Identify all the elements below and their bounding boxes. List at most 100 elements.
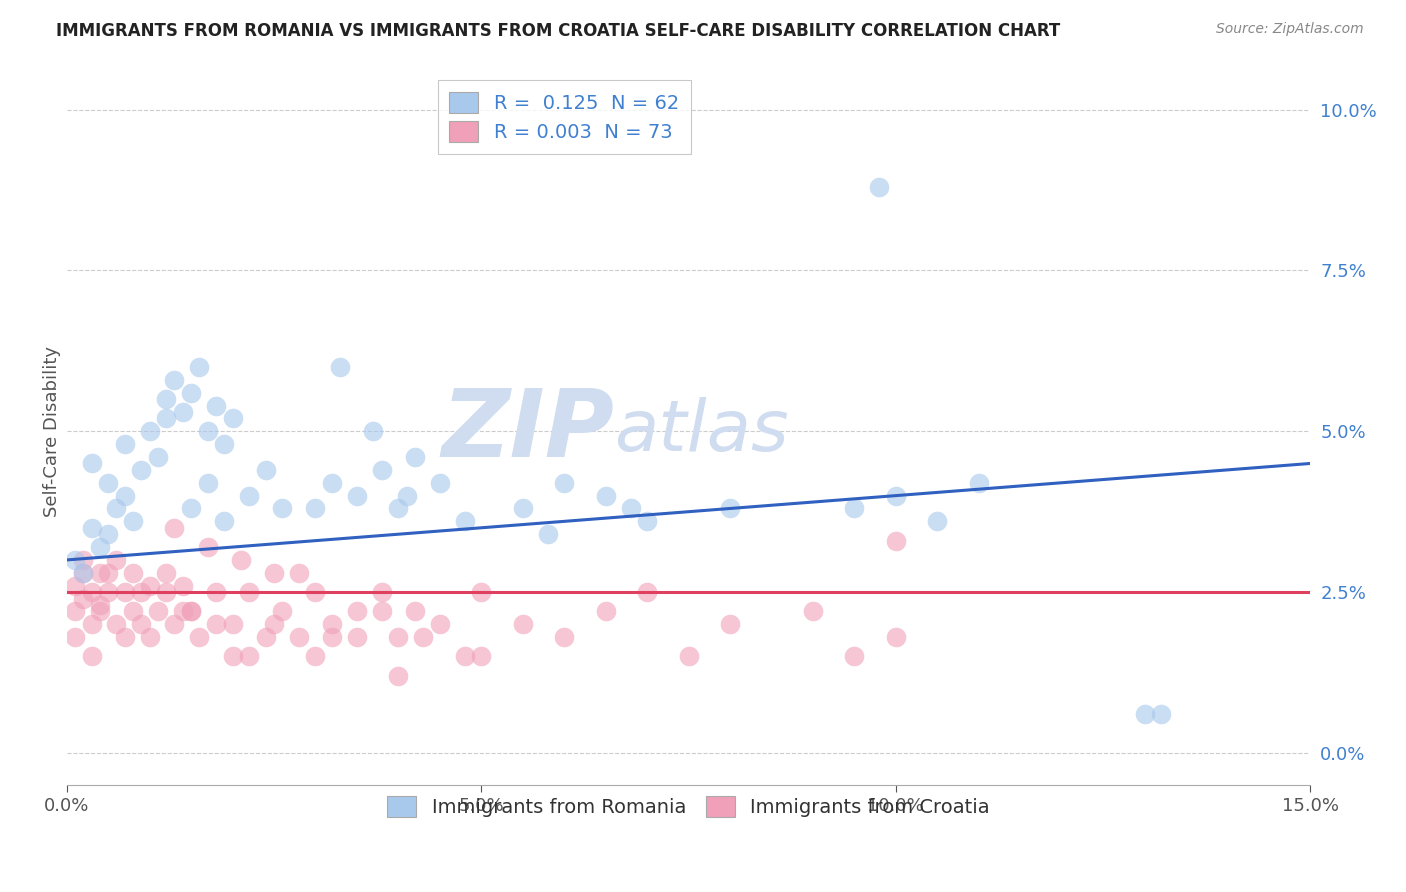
Point bbox=[304, 649, 326, 664]
Point bbox=[163, 521, 186, 535]
Point bbox=[868, 179, 890, 194]
Point bbox=[97, 566, 120, 580]
Point bbox=[371, 463, 394, 477]
Point bbox=[80, 649, 103, 664]
Point bbox=[884, 533, 907, 548]
Point bbox=[1150, 707, 1173, 722]
Point bbox=[172, 405, 194, 419]
Point bbox=[72, 566, 94, 580]
Point bbox=[221, 411, 243, 425]
Point bbox=[678, 649, 700, 664]
Point bbox=[155, 392, 177, 406]
Point bbox=[221, 617, 243, 632]
Point bbox=[180, 501, 202, 516]
Point bbox=[114, 437, 136, 451]
Point bbox=[97, 585, 120, 599]
Point bbox=[321, 475, 343, 490]
Point bbox=[205, 617, 228, 632]
Point bbox=[80, 521, 103, 535]
Point bbox=[212, 514, 235, 528]
Point bbox=[271, 501, 294, 516]
Point bbox=[454, 649, 477, 664]
Point bbox=[180, 385, 202, 400]
Point bbox=[387, 630, 409, 644]
Point bbox=[188, 630, 211, 644]
Point bbox=[131, 617, 153, 632]
Point bbox=[263, 566, 285, 580]
Point bbox=[536, 527, 558, 541]
Point bbox=[72, 553, 94, 567]
Text: IMMIGRANTS FROM ROMANIA VS IMMIGRANTS FROM CROATIA SELF-CARE DISABILITY CORRELAT: IMMIGRANTS FROM ROMANIA VS IMMIGRANTS FR… bbox=[56, 22, 1060, 40]
Point bbox=[197, 424, 219, 438]
Point bbox=[212, 437, 235, 451]
Point bbox=[718, 617, 741, 632]
Point bbox=[138, 424, 160, 438]
Point bbox=[238, 585, 260, 599]
Point bbox=[238, 489, 260, 503]
Point bbox=[155, 566, 177, 580]
Point bbox=[238, 649, 260, 664]
Point bbox=[105, 501, 128, 516]
Text: Source: ZipAtlas.com: Source: ZipAtlas.com bbox=[1216, 22, 1364, 37]
Point bbox=[72, 591, 94, 606]
Point bbox=[97, 527, 120, 541]
Point bbox=[89, 598, 111, 612]
Point bbox=[412, 630, 434, 644]
Point bbox=[146, 450, 169, 464]
Point bbox=[138, 630, 160, 644]
Point bbox=[163, 373, 186, 387]
Point bbox=[512, 501, 534, 516]
Point bbox=[387, 501, 409, 516]
Point bbox=[429, 475, 451, 490]
Point bbox=[197, 475, 219, 490]
Point bbox=[205, 585, 228, 599]
Point bbox=[636, 514, 658, 528]
Point bbox=[363, 424, 385, 438]
Point bbox=[114, 630, 136, 644]
Point bbox=[254, 630, 277, 644]
Point bbox=[346, 630, 368, 644]
Text: atlas: atlas bbox=[614, 397, 789, 466]
Point bbox=[229, 553, 252, 567]
Y-axis label: Self-Care Disability: Self-Care Disability bbox=[44, 346, 60, 516]
Point bbox=[288, 630, 311, 644]
Point bbox=[63, 630, 86, 644]
Point bbox=[321, 617, 343, 632]
Point bbox=[80, 585, 103, 599]
Point bbox=[63, 553, 86, 567]
Point bbox=[404, 604, 426, 618]
Legend: Immigrants from Romania, Immigrants from Croatia: Immigrants from Romania, Immigrants from… bbox=[380, 789, 998, 825]
Point bbox=[122, 604, 145, 618]
Point bbox=[180, 604, 202, 618]
Point bbox=[595, 489, 617, 503]
Point bbox=[155, 585, 177, 599]
Point bbox=[512, 617, 534, 632]
Point bbox=[89, 540, 111, 554]
Point bbox=[371, 585, 394, 599]
Point bbox=[146, 604, 169, 618]
Text: ZIP: ZIP bbox=[441, 385, 614, 477]
Point bbox=[404, 450, 426, 464]
Point bbox=[553, 475, 575, 490]
Point bbox=[346, 489, 368, 503]
Point bbox=[131, 585, 153, 599]
Point bbox=[321, 630, 343, 644]
Point bbox=[180, 604, 202, 618]
Point bbox=[844, 501, 866, 516]
Point bbox=[72, 566, 94, 580]
Point bbox=[254, 463, 277, 477]
Point bbox=[163, 617, 186, 632]
Point bbox=[329, 359, 352, 374]
Point bbox=[122, 514, 145, 528]
Point bbox=[155, 411, 177, 425]
Point bbox=[718, 501, 741, 516]
Point bbox=[470, 649, 492, 664]
Point bbox=[346, 604, 368, 618]
Point bbox=[63, 579, 86, 593]
Point bbox=[304, 585, 326, 599]
Point bbox=[844, 649, 866, 664]
Point bbox=[205, 399, 228, 413]
Point bbox=[63, 604, 86, 618]
Point bbox=[454, 514, 477, 528]
Point bbox=[80, 457, 103, 471]
